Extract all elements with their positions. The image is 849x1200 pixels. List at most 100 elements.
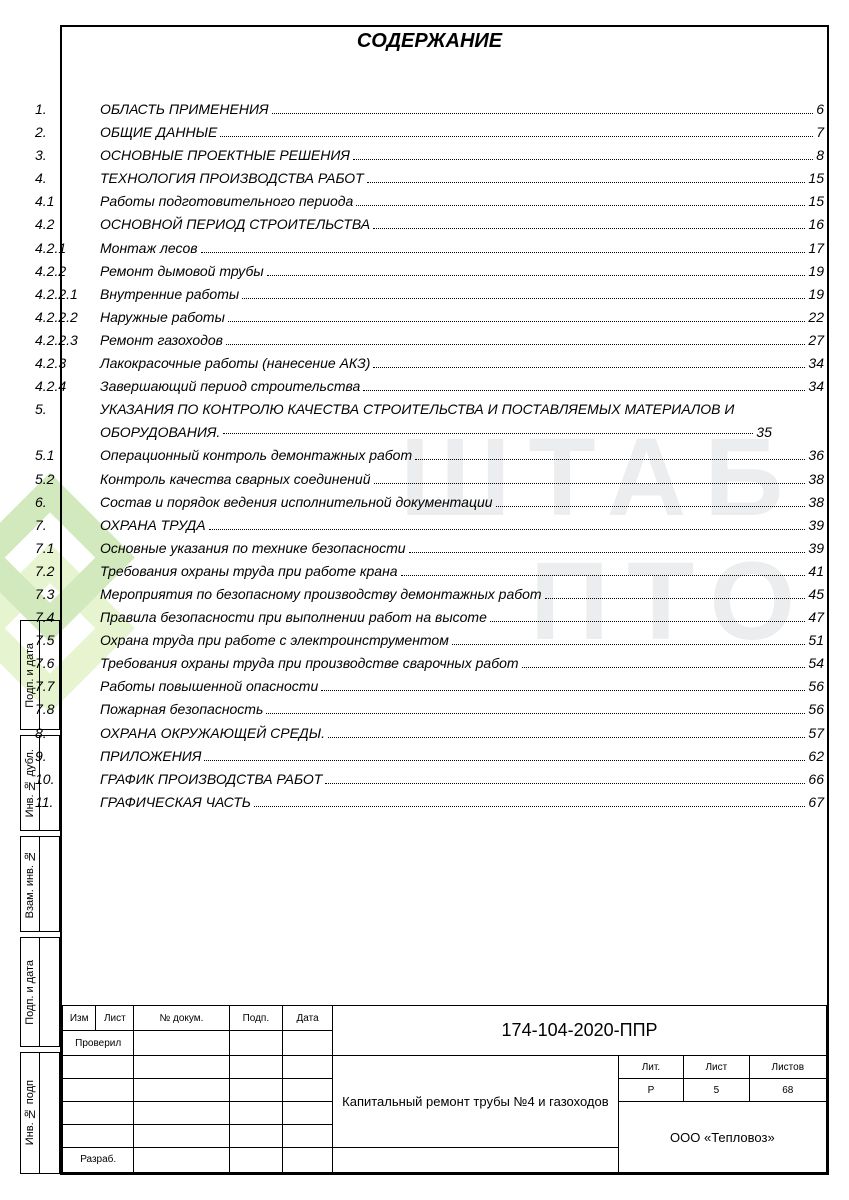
col-izm: Изм <box>63 1006 96 1031</box>
toc-row: 5.УКАЗАНИЯ ПО КОНТРОЛЮ КАЧЕСТВА СТРОИТЕЛ… <box>35 398 824 444</box>
toc-page: 7 <box>816 121 824 144</box>
content-area: СОДЕРЖАНИЕ 1.ОБЛАСТЬ ПРИМЕНЕНИЯ62.ОБЩИЕ … <box>35 30 824 1000</box>
toc-row: 4.2ОСНОВНОЙ ПЕРИОД СТРОИТЕЛЬСТВА16 <box>35 213 824 236</box>
toc-num: 4.2.2.1 <box>35 283 100 306</box>
toc-text: ОБЛАСТЬ ПРИМЕНЕНИЯ <box>100 98 269 121</box>
toc-text: Работы повышенной опасности <box>100 675 318 698</box>
page-title: СОДЕРЖАНИЕ <box>35 30 824 53</box>
toc-page: 57 <box>808 722 824 745</box>
toc-text: Требования охраны труда при производстве… <box>100 652 519 675</box>
toc-row: 7.1Основные указания по технике безопасн… <box>35 537 824 560</box>
side-stamp-inv-podp: Инв. № подп <box>20 1052 60 1174</box>
toc-num: 5.2 <box>35 468 100 491</box>
toc-row: 11.ГРАФИЧЕСКАЯ ЧАСТЬ67 <box>35 791 824 814</box>
toc-page: 62 <box>808 745 824 768</box>
toc-row: 3.ОСНОВНЫЕ ПРОЕКТНЫЕ РЕШЕНИЯ8 <box>35 144 824 167</box>
toc-row: 8.ОХРАНА ОКРУЖАЮЩЕЙ СРЕДЫ.57 <box>35 722 824 745</box>
toc-num: 4.2.2.3 <box>35 329 100 352</box>
toc-num: 7.2 <box>35 560 100 583</box>
toc-page: 27 <box>808 329 824 352</box>
toc-text: Монтаж лесов <box>100 237 198 260</box>
toc-text: Пожарная безопасность <box>100 698 263 721</box>
toc-row: 4.2.3Лакокрасочные работы (нанесение АКЗ… <box>35 352 824 375</box>
col-docnum: № докум. <box>134 1006 229 1031</box>
toc-row: 4.2.2Ремонт дымовой трубы19 <box>35 260 824 283</box>
list-value: 5 <box>684 1079 749 1102</box>
toc-page: 17 <box>808 237 824 260</box>
toc-page: 51 <box>808 629 824 652</box>
toc-page: 39 <box>808 537 824 560</box>
toc-text: Работы подготовительного периода <box>100 190 353 213</box>
toc-text: Ремонт дымовой трубы <box>100 260 264 283</box>
listov-value: 68 <box>749 1079 826 1102</box>
toc-row: 7.2Требования охраны труда при работе кр… <box>35 560 824 583</box>
toc-page: 15 <box>808 167 824 190</box>
toc-num: 7.5 <box>35 629 100 652</box>
toc-text: Требования охраны труда при работе крана <box>100 560 398 583</box>
toc-row: 4.1Работы подготовительного периода15 <box>35 190 824 213</box>
title-block: Изм Лист № докум. Подп. Дата 174-104-202… <box>62 1005 827 1173</box>
toc-num: 7.6 <box>35 652 100 675</box>
toc-num: 4.2 <box>35 213 100 236</box>
toc-num: 4.2.1 <box>35 237 100 260</box>
toc-num: 7.3 <box>35 583 100 606</box>
doc-code: 174-104-2020-ППР <box>333 1006 827 1056</box>
toc-num: 7. <box>35 514 100 537</box>
lit-header: Лит. <box>618 1056 683 1079</box>
toc-page: 16 <box>808 213 824 236</box>
toc-row: 7.ОХРАНА ТРУДА39 <box>35 514 824 537</box>
toc-text: Основные указания по технике безопасност… <box>100 537 406 560</box>
toc-row: 4.ТЕХНОЛОГИЯ ПРОИЗВОДСТВА РАБОТ15 <box>35 167 824 190</box>
toc-text: ПРИЛОЖЕНИЯ <box>100 745 201 768</box>
lit-value: Р <box>618 1079 683 1102</box>
toc-row: 4.2.2.2Наружные работы22 <box>35 306 824 329</box>
toc-row: 4.2.1Монтаж лесов 17 <box>35 237 824 260</box>
toc-num: 11. <box>35 791 100 814</box>
toc-page: 56 <box>808 675 824 698</box>
toc-text: Контроль качества сварных соединений <box>100 468 371 491</box>
toc-text: ГРАФИЧЕСКАЯ ЧАСТЬ <box>100 791 251 814</box>
toc-text: Мероприятия по безопасному производству … <box>100 583 542 606</box>
toc-row: 5.1Операционный контроль демонтажных раб… <box>35 444 824 467</box>
toc-text: Ремонт газоходов <box>100 329 223 352</box>
toc-row: 7.3Мероприятия по безопасному производст… <box>35 583 824 606</box>
toc-page: 22 <box>808 306 824 329</box>
toc-num: 5. <box>35 398 100 421</box>
toc-row: 7.7Работы повышенной опасности 56 <box>35 675 824 698</box>
toc-text: Лакокрасочные работы (нанесение АКЗ) <box>100 352 370 375</box>
toc-text: Наружные работы <box>100 306 225 329</box>
toc-text: ОХРАНА ТРУДА <box>100 514 206 537</box>
org-name: ООО «Тепловоз» <box>618 1102 826 1173</box>
toc-row: 10.ГРАФИК ПРОИЗВОДСТВА РАБОТ66 <box>35 768 824 791</box>
toc-text: ОБЩИЕ ДАННЫЕ <box>100 121 217 144</box>
toc-num: 4.2.3 <box>35 352 100 375</box>
toc-page: 45 <box>808 583 824 606</box>
toc-row: 2.ОБЩИЕ ДАННЫЕ7 <box>35 121 824 144</box>
toc-row: 4.2.4Завершающий период строительства34 <box>35 375 824 398</box>
toc-page: 54 <box>808 652 824 675</box>
toc-row: 7.5Охрана труда при работе с электроинст… <box>35 629 824 652</box>
toc-row: 7.6Требования охраны труда при производс… <box>35 652 824 675</box>
toc-page: 36 <box>808 444 824 467</box>
toc-page: 6 <box>816 98 824 121</box>
col-list: Лист <box>96 1006 134 1031</box>
toc-num: 4.2.4 <box>35 375 100 398</box>
col-data: Дата <box>283 1006 333 1031</box>
toc-page: 66 <box>808 768 824 791</box>
toc-num: 4.1 <box>35 190 100 213</box>
toc-row: 9.ПРИЛОЖЕНИЯ62 <box>35 745 824 768</box>
toc-num: 5.1 <box>35 444 100 467</box>
doc-title: Капитальный ремонт трубы №4 и газоходов <box>333 1056 619 1148</box>
toc-text: Операционный контроль демонтажных работ <box>100 444 412 467</box>
toc-num: 10. <box>35 768 100 791</box>
toc-page: 38 <box>808 468 824 491</box>
toc-page: 35 <box>756 424 772 440</box>
row-proveril: Проверил <box>63 1031 134 1056</box>
toc-text: Охрана труда при работе с электроинструм… <box>100 629 449 652</box>
toc-text: УКАЗАНИЯ ПО КОНТРОЛЮ КАЧЕСТВА СТРОИТЕЛЬС… <box>100 401 734 440</box>
table-of-contents: 1.ОБЛАСТЬ ПРИМЕНЕНИЯ62.ОБЩИЕ ДАННЫЕ73.ОС… <box>35 98 824 814</box>
toc-page: 8 <box>816 144 824 167</box>
toc-num: 7.7 <box>35 675 100 698</box>
toc-num: 8. <box>35 722 100 745</box>
toc-row: 5.2Контроль качества сварных соединений 3… <box>35 468 824 491</box>
